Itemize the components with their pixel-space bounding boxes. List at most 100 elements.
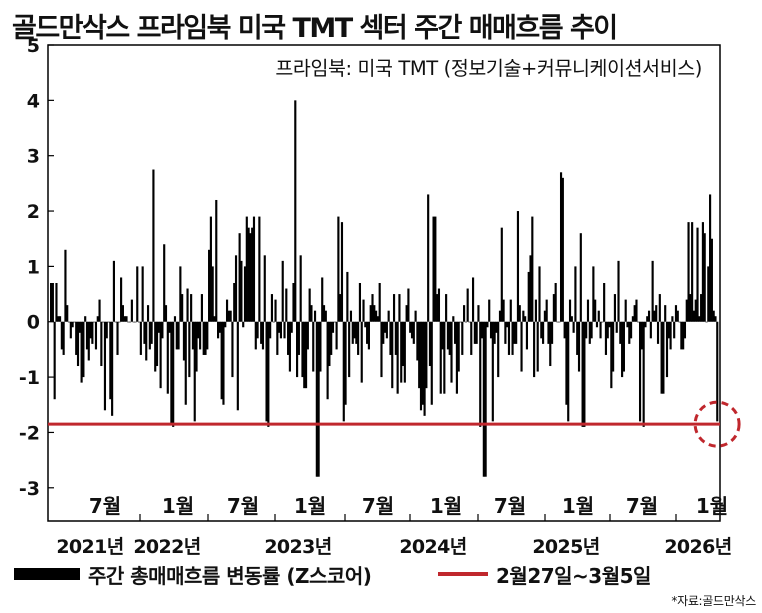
bar (574, 266, 577, 322)
bar (513, 321, 516, 344)
bar (387, 310, 390, 322)
bar (346, 271, 349, 322)
legend-item-zscore: 주간 총매매흐름 변동률 (Z스코어) (14, 561, 372, 588)
bar (236, 321, 239, 411)
bar (450, 321, 453, 383)
bar (604, 321, 608, 355)
bar (87, 321, 90, 361)
bar (58, 316, 62, 322)
bar (384, 321, 387, 333)
bar (66, 305, 69, 322)
bar (709, 194, 712, 322)
bar (464, 321, 467, 323)
y-tick-label: 1 (27, 256, 40, 278)
x-month-label: 7월 (89, 494, 121, 518)
bar (533, 321, 536, 378)
bar (572, 321, 575, 333)
bar (640, 321, 643, 350)
bar (621, 321, 624, 378)
bar (597, 310, 600, 322)
bar (154, 321, 157, 372)
bar (509, 299, 512, 322)
bar (581, 321, 584, 427)
bar (265, 321, 268, 422)
bar (292, 283, 295, 322)
bar (208, 249, 211, 322)
bar (163, 244, 166, 322)
bar (471, 277, 475, 322)
bar (313, 310, 317, 322)
bar (653, 310, 656, 322)
bar (428, 321, 432, 367)
bar (612, 321, 615, 372)
bar (251, 227, 254, 322)
bar (617, 260, 620, 322)
bar (299, 255, 302, 322)
bar (674, 305, 678, 322)
bar (242, 321, 245, 328)
bar (209, 216, 212, 322)
bar (414, 310, 417, 322)
bar (389, 321, 392, 355)
bar (290, 321, 293, 333)
bar (179, 266, 182, 322)
bar (696, 227, 699, 322)
bar (60, 321, 63, 350)
bar (272, 321, 275, 323)
y-tick-label: 5 (27, 35, 40, 57)
bar (121, 305, 124, 322)
bar (579, 233, 582, 322)
bar (229, 310, 232, 322)
bar (191, 321, 195, 350)
bar (166, 321, 169, 394)
bar (432, 216, 435, 322)
bar (132, 321, 135, 323)
bar (204, 321, 207, 355)
bar (349, 310, 353, 322)
bar (109, 321, 112, 400)
bar (245, 216, 248, 322)
bar (655, 305, 658, 322)
bar (710, 238, 713, 322)
bar (62, 321, 65, 355)
bar (319, 321, 322, 372)
bar (270, 294, 274, 322)
bar (130, 299, 133, 322)
bar (364, 321, 367, 328)
bar (534, 299, 537, 322)
bar (446, 321, 449, 350)
x-year-label: 2024년 (399, 536, 466, 558)
bar (310, 305, 313, 322)
bar (224, 321, 227, 328)
x-month-label: 1월 (294, 494, 326, 518)
bar (278, 321, 281, 333)
bar (522, 310, 525, 322)
bar (168, 321, 171, 333)
bar (540, 321, 543, 339)
bar (592, 266, 595, 322)
bar (558, 321, 561, 323)
bar (419, 321, 423, 411)
bar (105, 321, 108, 339)
bar (375, 310, 378, 322)
bar (197, 321, 200, 339)
bar (91, 321, 94, 344)
bar (570, 316, 573, 322)
bar (391, 321, 394, 389)
bar (376, 316, 379, 322)
bar (561, 177, 564, 322)
bar (489, 321, 493, 339)
x-year-label: 2021년 (56, 536, 123, 558)
bar (234, 255, 238, 322)
bar (331, 321, 335, 333)
bar (554, 283, 557, 322)
legend-swatch-red (438, 572, 488, 576)
x-month-label: 1월 (430, 494, 462, 518)
bar (398, 294, 401, 322)
bar (111, 321, 114, 416)
bar (333, 321, 336, 323)
bar (258, 216, 261, 322)
bar (139, 321, 142, 355)
x-month-label: 7월 (227, 494, 259, 518)
bar (335, 321, 338, 350)
